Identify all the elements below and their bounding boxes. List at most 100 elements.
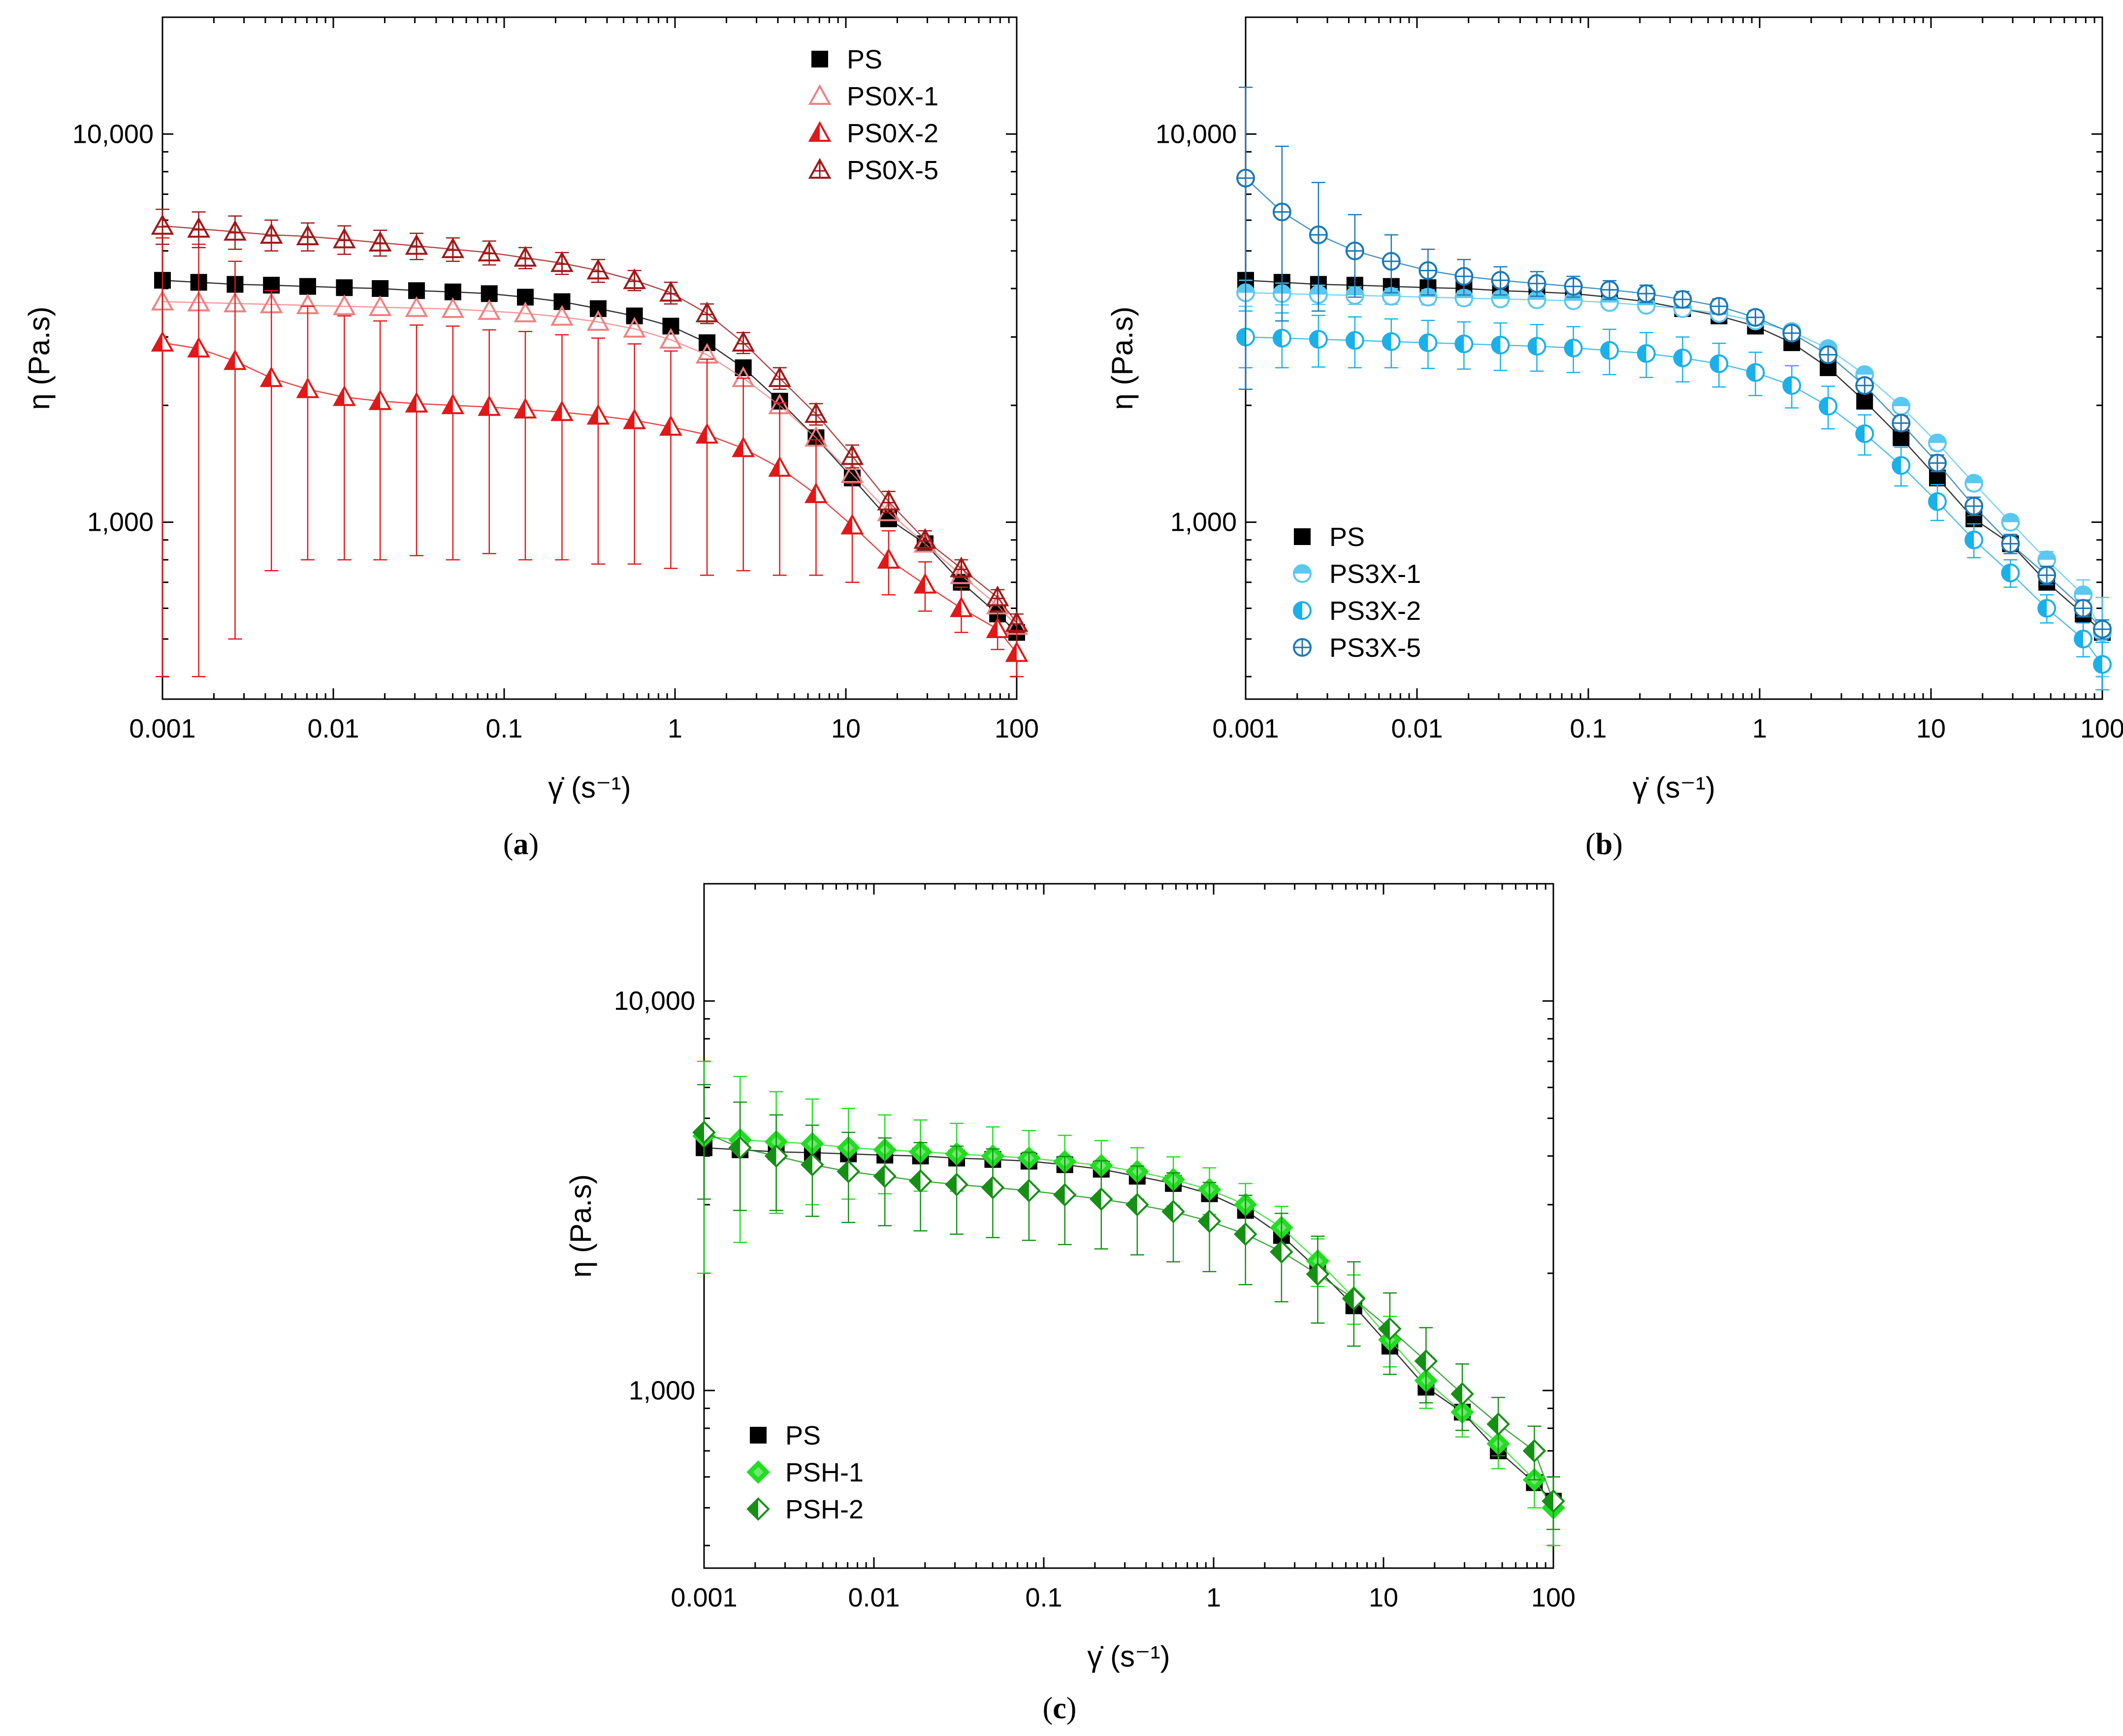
data-point-fill (766, 1145, 776, 1166)
data-point (1345, 331, 1364, 350)
data-point (332, 385, 356, 406)
data-point-fill (2038, 551, 2056, 560)
data-point (478, 240, 501, 262)
legend-label: PS3X-1 (1329, 559, 1421, 589)
x-tick-label: 0.01 (1391, 714, 1443, 743)
data-point (441, 237, 465, 258)
data-point (913, 573, 937, 594)
legend-label: PS0X-5 (847, 156, 938, 185)
data-point-fill (1126, 1194, 1137, 1215)
data-point (840, 514, 864, 535)
y-axis-label: η (Pa.s) (564, 1174, 597, 1278)
data-point-fill (1452, 1383, 1463, 1405)
data-point (481, 285, 498, 302)
data-point (405, 234, 428, 255)
data-point-fill (2075, 586, 2092, 595)
x-tick-label: 1 (1206, 1583, 1221, 1612)
data-point (1161, 1200, 1185, 1223)
data-point (1892, 397, 1911, 416)
data-point (840, 444, 864, 465)
data-point (1855, 376, 1874, 395)
data-point-fill (443, 395, 453, 414)
data-point-fill (1638, 345, 1646, 362)
data-point (1964, 474, 1984, 493)
data-point (296, 377, 320, 398)
data-point (224, 220, 247, 241)
data-point (408, 282, 425, 299)
data-point (1126, 1192, 1149, 1217)
data-point (1486, 1412, 1510, 1436)
x-tick-label: 100 (1531, 1583, 1576, 1612)
panel-label: (c) (1043, 1692, 1077, 1725)
data-point (586, 310, 610, 331)
data-point-fill (1856, 366, 1873, 375)
legend-marker-outline (746, 1460, 770, 1484)
data-point (2074, 585, 2093, 605)
data-point-fill (552, 402, 562, 420)
data-point (699, 334, 716, 352)
data-point (801, 1153, 824, 1177)
data-point (2001, 534, 2020, 553)
data-point (2093, 655, 2112, 674)
series-PS (696, 1139, 1562, 1510)
data-point-fill (910, 1170, 921, 1191)
data-point-fill (1199, 1211, 1210, 1232)
data-point (804, 402, 828, 423)
data-point (659, 415, 682, 436)
legend-marker (1293, 564, 1312, 583)
data-point-fill (1965, 531, 1974, 548)
data-point (981, 1176, 1005, 1199)
data-point (151, 330, 174, 352)
data-point (1928, 453, 1947, 473)
data-point-fill (1893, 457, 1901, 474)
data-point (1709, 297, 1729, 316)
data-point (372, 280, 389, 297)
data-point-fill (2002, 514, 2019, 522)
data-point-outline (840, 462, 864, 483)
data-point (692, 1121, 716, 1144)
data-point-fill (1965, 475, 1983, 483)
x-tick-label: 1 (668, 714, 682, 743)
data-point-outline (514, 301, 537, 322)
panel-c: 0.001 0.01 0.1 1 10 100 1,000 10,000 γ̇ (s⁻¹) η (… (564, 883, 1576, 1725)
data-point (1089, 1187, 1113, 1211)
data-point (187, 217, 211, 238)
data-point (1345, 286, 1364, 305)
legend-label: PSH-1 (785, 1458, 864, 1487)
y-tick-label: 10,000 (1156, 119, 1237, 149)
data-point (1782, 376, 1801, 395)
data-point-fill (2094, 656, 2102, 673)
data-point (1527, 337, 1546, 356)
legend-marker (1294, 528, 1311, 545)
data-point (550, 400, 574, 421)
data-point-fill (1674, 349, 1683, 366)
data-point (1414, 1349, 1438, 1373)
legend-label: PS3X-2 (1329, 596, 1421, 626)
data-point (1236, 168, 1255, 188)
legend-marker (746, 1497, 770, 1521)
data-point (589, 300, 607, 317)
data-point (259, 366, 283, 387)
data-point-fill (334, 387, 345, 405)
data-point (986, 617, 1009, 638)
data-point (1819, 397, 1838, 416)
data-point-fill (878, 549, 889, 568)
data-point (950, 556, 973, 578)
data-point (332, 227, 356, 249)
data-point (2093, 619, 2112, 639)
panel-label: (b) (1585, 828, 1623, 861)
series-PS0X-5 (151, 208, 1029, 633)
data-point (1527, 274, 1546, 293)
data-point-fill (1273, 329, 1282, 347)
data-point (224, 349, 247, 370)
data-point-fill (988, 619, 998, 637)
data-point (913, 532, 937, 553)
data-point (732, 330, 755, 352)
data-point (1309, 330, 1328, 349)
data-point (1564, 277, 1583, 296)
data-point-fill (479, 397, 489, 415)
y-axis-label: η (Pa.s) (1106, 306, 1139, 410)
data-point-fill (1343, 1288, 1354, 1309)
data-point-fill (838, 1161, 849, 1182)
data-point (514, 397, 537, 418)
